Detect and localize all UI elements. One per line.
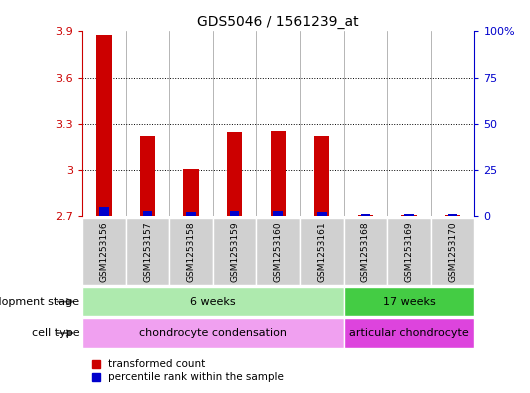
FancyBboxPatch shape bbox=[431, 218, 474, 285]
Text: GSM1253160: GSM1253160 bbox=[274, 221, 282, 282]
Legend: transformed count, percentile rank within the sample: transformed count, percentile rank withi… bbox=[87, 355, 288, 386]
Bar bbox=[183, 169, 199, 216]
Text: 6 weeks: 6 weeks bbox=[190, 297, 236, 307]
FancyBboxPatch shape bbox=[343, 318, 474, 348]
Bar bbox=[96, 35, 111, 216]
Bar bbox=[314, 136, 330, 216]
Bar bbox=[99, 207, 109, 216]
Bar bbox=[448, 214, 457, 216]
FancyBboxPatch shape bbox=[213, 218, 257, 285]
Bar bbox=[140, 136, 155, 216]
Bar bbox=[187, 212, 196, 216]
Text: GSM1253158: GSM1253158 bbox=[187, 221, 196, 282]
Bar bbox=[401, 215, 417, 216]
FancyBboxPatch shape bbox=[300, 218, 343, 285]
Bar bbox=[273, 211, 283, 216]
Text: cell type: cell type bbox=[32, 328, 80, 338]
FancyBboxPatch shape bbox=[343, 287, 474, 316]
Text: GSM1253159: GSM1253159 bbox=[230, 221, 239, 282]
FancyBboxPatch shape bbox=[387, 218, 431, 285]
Text: chondrocyte condensation: chondrocyte condensation bbox=[139, 328, 287, 338]
Bar bbox=[445, 215, 460, 216]
Bar bbox=[227, 132, 242, 216]
Text: GSM1253161: GSM1253161 bbox=[317, 221, 326, 282]
Bar bbox=[143, 211, 152, 216]
Text: GSM1253157: GSM1253157 bbox=[143, 221, 152, 282]
Bar bbox=[271, 132, 286, 216]
Text: development stage: development stage bbox=[0, 297, 80, 307]
Bar bbox=[360, 214, 370, 216]
Text: GSM1253169: GSM1253169 bbox=[404, 221, 413, 282]
FancyBboxPatch shape bbox=[126, 218, 169, 285]
FancyBboxPatch shape bbox=[169, 218, 213, 285]
Text: GSM1253156: GSM1253156 bbox=[100, 221, 109, 282]
FancyBboxPatch shape bbox=[82, 287, 343, 316]
Title: GDS5046 / 1561239_at: GDS5046 / 1561239_at bbox=[198, 15, 359, 29]
FancyBboxPatch shape bbox=[257, 218, 300, 285]
Bar bbox=[358, 215, 373, 216]
Text: articular chondrocyte: articular chondrocyte bbox=[349, 328, 469, 338]
FancyBboxPatch shape bbox=[82, 218, 126, 285]
FancyBboxPatch shape bbox=[82, 318, 343, 348]
Text: GSM1253168: GSM1253168 bbox=[361, 221, 370, 282]
Text: GSM1253170: GSM1253170 bbox=[448, 221, 457, 282]
Bar bbox=[317, 211, 326, 216]
FancyBboxPatch shape bbox=[343, 218, 387, 285]
Text: 17 weeks: 17 weeks bbox=[383, 297, 435, 307]
Bar bbox=[404, 214, 414, 216]
Bar bbox=[230, 211, 240, 216]
